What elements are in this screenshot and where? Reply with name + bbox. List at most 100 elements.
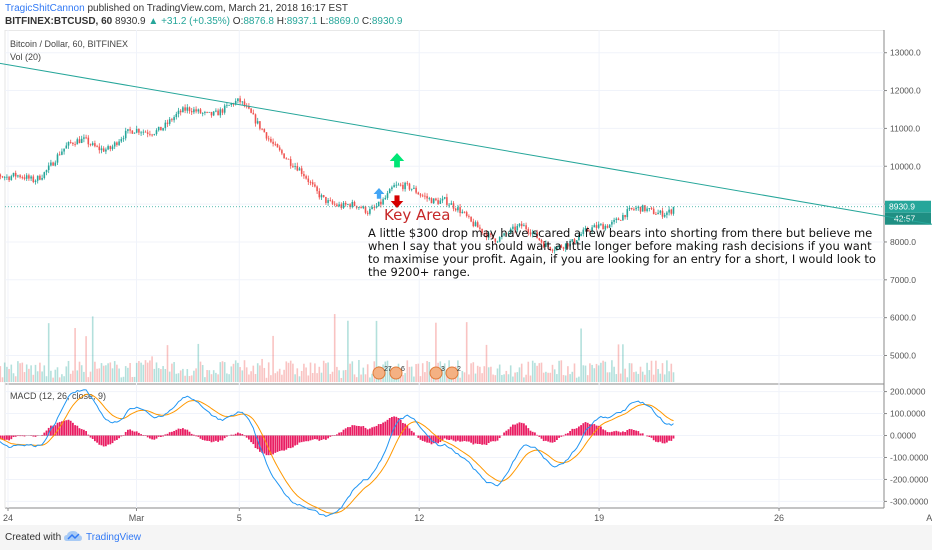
volume-bar: [179, 370, 182, 382]
macd-hist-bar: [417, 435, 420, 438]
volume-bar: [270, 375, 272, 382]
macd-hist-bar: [591, 424, 593, 436]
macd-hist-bar: [358, 426, 360, 436]
volume-bar: [529, 375, 532, 382]
candle-body: [206, 112, 208, 113]
volume-bar: [659, 373, 662, 382]
candle-body: [135, 128, 138, 133]
macd-hist-bar: [571, 428, 574, 436]
candle-body: [43, 172, 46, 178]
macd-hist-bar: [624, 431, 626, 436]
macd-hist-bar: [494, 435, 497, 442]
author-link[interactable]: TragicShitCannon: [5, 3, 85, 14]
candle-body: [373, 207, 376, 208]
candle-body: [248, 106, 250, 109]
volume-bar: [597, 365, 600, 382]
last-price-badge-text: 8930.9: [889, 202, 915, 212]
candle-body: [461, 211, 464, 214]
volume-bar: [512, 376, 514, 382]
macd-hist-bar: [628, 428, 631, 436]
volume-bar: [160, 369, 162, 382]
volume-bar: [87, 377, 90, 382]
volume-bar: [329, 374, 332, 382]
volume-bar: [254, 373, 257, 382]
macd-hist-bar: [171, 431, 173, 436]
volume-bar: [50, 370, 52, 382]
macd-hist-bar: [505, 430, 508, 436]
volume-bar: [571, 371, 574, 382]
candle-body: [239, 98, 241, 103]
volume-bar: [272, 335, 274, 382]
macd-hist-bar: [155, 435, 158, 439]
macd-hist-bar: [593, 424, 596, 436]
volume-bar: [527, 361, 530, 382]
volume-bar: [239, 367, 241, 382]
macd-hist-bar: [157, 435, 160, 437]
volume-bar: [406, 360, 409, 382]
volume-bar: [604, 361, 607, 382]
candle-body: [118, 141, 120, 145]
macd-hist-bar: [204, 435, 206, 441]
candle-body: [384, 197, 387, 200]
price-chart[interactable]: 13000.012000.011000.010000.09000.08000.0…: [0, 30, 932, 525]
candle-body: [294, 165, 296, 167]
candle-body: [351, 201, 354, 208]
macd-hist-bar: [578, 426, 580, 436]
volume-bar: [228, 374, 230, 382]
macd-hist-bar: [318, 435, 321, 441]
candle-body: [122, 138, 125, 140]
volume-bar: [622, 344, 624, 382]
volume-bar: [518, 367, 521, 382]
volume-bar: [175, 373, 178, 382]
macd-hist-bar: [166, 433, 169, 436]
candles: [0, 95, 675, 254]
volume-bar: [8, 368, 10, 382]
macd-hist-bar: [465, 435, 468, 442]
volume-bar: [470, 363, 472, 382]
candle-body: [111, 146, 114, 150]
chart-area[interactable]: 13000.012000.011000.010000.09000.08000.0…: [0, 30, 932, 525]
candle-body: [476, 222, 479, 228]
volume-bar: [661, 363, 664, 382]
macd-hist-bar: [197, 435, 200, 437]
macd-hist-bar: [261, 435, 263, 453]
event-badge-6-icon: [389, 366, 403, 380]
macd-hist-bar: [450, 435, 453, 440]
volume-bar: [309, 362, 312, 382]
volume-bar: [336, 366, 338, 382]
macd-hist-bar: [584, 422, 587, 436]
volume-bar: [468, 374, 470, 382]
macd-hist-bar: [386, 419, 389, 436]
candle-body: [155, 130, 158, 135]
volume-bar: [197, 343, 200, 382]
candle-body: [518, 223, 521, 226]
macd-hist-bar: [259, 435, 261, 452]
volume-bar: [142, 364, 145, 382]
volume-bar: [298, 376, 301, 382]
macd-hist-bar: [402, 422, 404, 436]
candle-body: [32, 176, 35, 182]
volume-bar: [166, 345, 169, 382]
time-tick-label: 19: [594, 513, 604, 523]
volume-bar: [12, 373, 15, 382]
macd-hist-bar: [382, 422, 384, 436]
macd-hist-bar: [102, 435, 105, 447]
event-badge-6-count: 6: [401, 366, 405, 373]
volume-bar: [650, 360, 653, 382]
macd-hist-bar: [338, 432, 340, 436]
candle-body: [283, 153, 285, 159]
macd-hist-bar: [476, 435, 479, 444]
candle-body: [166, 122, 169, 124]
macd-hist-bar: [419, 435, 422, 440]
volume-bar: [221, 361, 224, 382]
tradingview-brand[interactable]: TradingView: [86, 532, 142, 543]
volume-bar: [538, 363, 541, 382]
candle-body: [272, 141, 274, 144]
candle-body: [331, 200, 334, 204]
candle-body: [133, 132, 136, 134]
candle-body: [417, 192, 420, 195]
volume-bar: [657, 369, 659, 382]
macd-hist-bar: [364, 427, 367, 436]
candle-body: [25, 175, 28, 179]
price-tick-label: 12000.0: [890, 86, 921, 96]
